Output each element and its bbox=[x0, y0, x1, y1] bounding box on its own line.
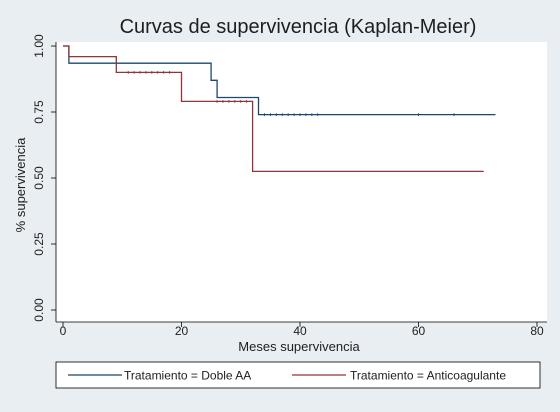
y-axis-label: % supervivencia bbox=[13, 137, 28, 232]
y-tick-label: 0.75 bbox=[32, 100, 46, 124]
x-axis: 0 20 40 60 80 bbox=[56, 321, 547, 338]
plot-area bbox=[56, 42, 547, 322]
x-tick-label: 80 bbox=[530, 324, 544, 338]
x-tick-label: 60 bbox=[412, 324, 426, 338]
x-tick-label: 0 bbox=[60, 324, 67, 338]
series-line-2 bbox=[63, 45, 484, 173]
y-tick-label: 1.00 bbox=[32, 34, 46, 58]
legend-label-2: Tratamiento = Anticoagulante bbox=[350, 369, 506, 383]
y-tick-label: 0.50 bbox=[32, 166, 46, 190]
chart-title: Curvas de supervivencia (Kaplan-Meier) bbox=[120, 16, 477, 38]
x-tick-label: 40 bbox=[293, 324, 307, 338]
x-axis-label: Meses supervivencia bbox=[238, 339, 360, 354]
y-tick-label: 0.00 bbox=[32, 298, 46, 322]
y-tick-label: 0.25 bbox=[32, 232, 46, 256]
y-axis: 0.00 0.25 0.50 0.75 1.00 bbox=[32, 34, 57, 322]
legend-label-1: Tratamiento = Doble AA bbox=[124, 369, 251, 383]
legend: Tratamiento = Doble AA Tratamiento = Anti… bbox=[68, 369, 506, 383]
series-layer bbox=[63, 45, 496, 173]
x-tick-label: 20 bbox=[175, 324, 189, 338]
